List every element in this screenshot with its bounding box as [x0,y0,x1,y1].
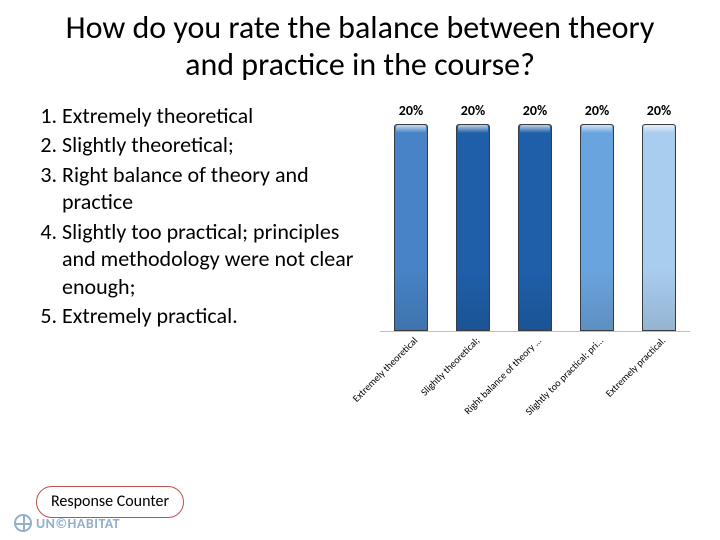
bar-1 [394,124,428,331]
x-axis-labels: Extremely theoretical Slightly theoretic… [380,334,690,422]
value-label: 20% [566,102,628,119]
response-counter-label: Response Counter [51,492,169,511]
bars-area [380,124,690,332]
bar-2 [456,124,490,331]
bar-slot [628,124,690,331]
response-counter-box: Response Counter [36,486,184,518]
bar-slot [380,124,442,331]
value-label: 20% [628,102,690,119]
bar-3 [518,124,552,331]
page-title: How do you rate the balance between theo… [30,10,690,84]
x-label: Extremely practical. [628,334,690,422]
bar-slot [504,124,566,331]
list-item: Right balance of theory and practice [62,161,370,216]
value-label: 20% [380,102,442,119]
bar-5 [642,124,676,331]
value-label: 20% [442,102,504,119]
list-item: Extremely practical. [62,302,370,330]
options-column: Extremely theoretical Slightly theoretic… [30,102,370,422]
bar-slot [442,124,504,331]
value-labels-row: 20% 20% 20% 20% 20% [380,102,690,119]
list-item: Slightly theoretical; [62,131,370,159]
slide: How do you rate the balance between theo… [0,0,720,540]
options-list: Extremely theoretical Slightly theoretic… [30,102,370,330]
globe-icon [14,514,32,532]
list-item: Extremely theoretical [62,102,370,130]
bar-4 [580,124,614,331]
bar-chart: 20% 20% 20% 20% 20% Extremely theoretica… [380,102,690,422]
value-label: 20% [504,102,566,119]
list-item: Slightly too practical; principles and m… [62,218,370,301]
bar-slot [566,124,628,331]
chart-column: 20% 20% 20% 20% 20% Extremely theoretica… [380,102,690,422]
content-row: Extremely theoretical Slightly theoretic… [30,102,690,422]
